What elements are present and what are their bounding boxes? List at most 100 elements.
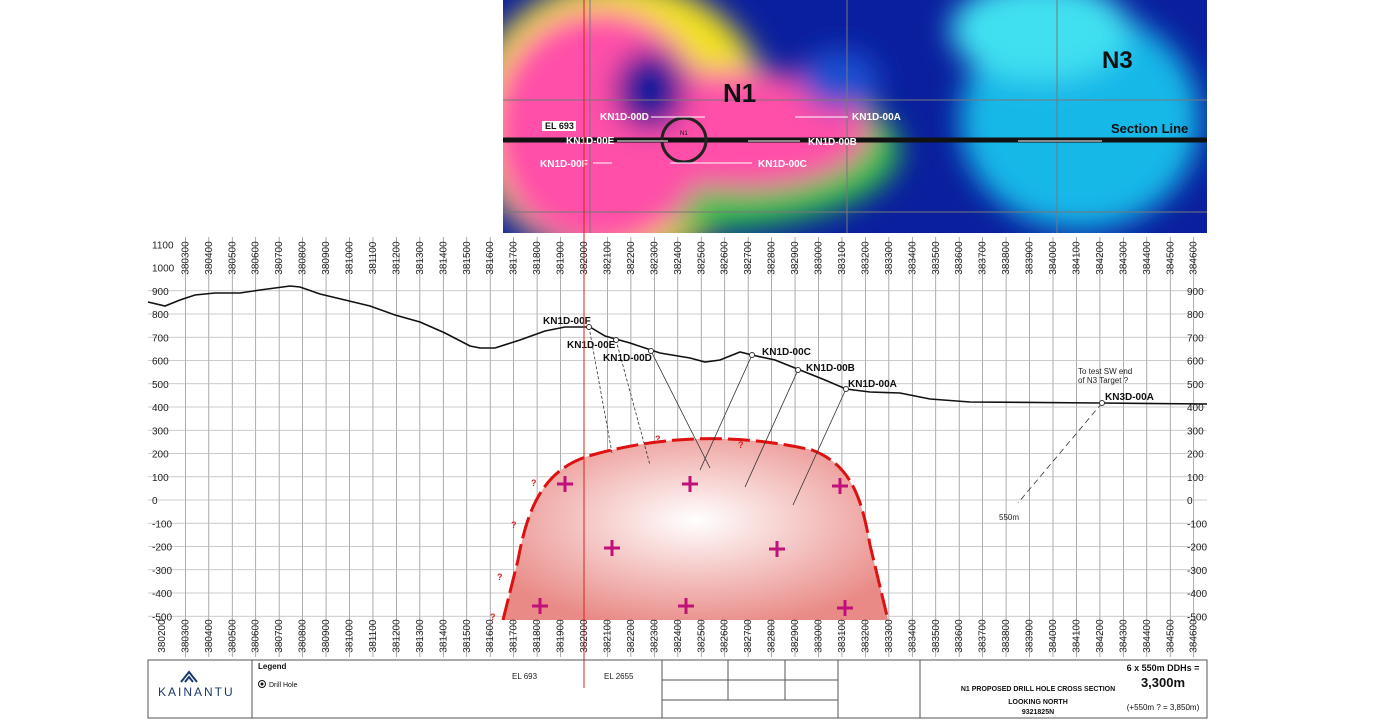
map-label: N1 xyxy=(680,131,688,137)
annotation: of N3 Target ? xyxy=(1078,376,1129,385)
easting-label: 383800 xyxy=(1001,619,1012,653)
tenement: EL 2655 xyxy=(604,672,634,681)
easting-label: 383900 xyxy=(1025,241,1036,275)
easting-label: 384000 xyxy=(1048,619,1059,653)
easting-label: 383000 xyxy=(814,619,825,653)
easting-label: 384500 xyxy=(1165,619,1176,653)
easting-label: 383500 xyxy=(931,619,942,653)
easting-label: 384100 xyxy=(1071,241,1082,275)
topography xyxy=(147,285,1208,405)
easting-label: 384300 xyxy=(1118,241,1129,275)
query: ? xyxy=(738,440,744,450)
easting-label: 380900 xyxy=(321,619,332,653)
elevation-label: 200 xyxy=(1187,450,1204,461)
easting-label: 382300 xyxy=(649,241,660,275)
annotation: To test SW end xyxy=(1078,367,1132,376)
elevation-label: 800 xyxy=(152,310,169,321)
easting-label: 380300 xyxy=(180,241,191,275)
elevation-label: 700 xyxy=(1187,333,1204,344)
target-markers xyxy=(532,476,853,616)
section-title: N1 PROPOSED DRILL HOLE CROSS SECTION xyxy=(961,686,1115,693)
easting-label: 381500 xyxy=(462,619,473,653)
easting-label: 382300 xyxy=(649,619,660,653)
easting-label: 381400 xyxy=(438,241,449,275)
map-hole: KN1D-00F xyxy=(540,159,588,170)
easting-label: 380400 xyxy=(204,241,215,275)
easting-label: 382800 xyxy=(767,241,778,275)
direction: LOOKING NORTH xyxy=(1008,699,1068,706)
easting-label: 383400 xyxy=(907,619,918,653)
query: ? xyxy=(497,572,503,582)
total: 3,300m xyxy=(1141,675,1185,690)
map-hole: KN1D-00C xyxy=(758,159,807,170)
elevation-label: 900 xyxy=(152,287,169,298)
elevation-label: 800 xyxy=(1187,310,1204,321)
easting-label: 382200 xyxy=(626,241,637,275)
easting-label: 382500 xyxy=(696,619,707,653)
easting-label: 383800 xyxy=(1001,241,1012,275)
easting-label: 382000 xyxy=(579,241,590,275)
easting-label: 382800 xyxy=(767,619,778,653)
map: N1 N3 EL 693 N1 Section Line KN1D-00D KN… xyxy=(503,0,1207,233)
elevation-label: 1000 xyxy=(152,264,175,275)
map-hole: KN1D-00D xyxy=(600,112,649,123)
easting-label: 382400 xyxy=(673,619,684,653)
easting-label: 383400 xyxy=(907,241,918,275)
easting-label: 381100 xyxy=(368,619,379,652)
easting-label: 383000 xyxy=(814,241,825,275)
easting-label: 383600 xyxy=(954,619,965,653)
drill-traces xyxy=(588,326,1103,506)
easting-label: 382500 xyxy=(696,241,707,275)
hole-label: KN1D-00F xyxy=(543,316,591,327)
easting-label: 384300 xyxy=(1118,619,1129,653)
easting-label: 381600 xyxy=(485,241,496,275)
elevation-label: -400 xyxy=(152,589,172,600)
easting-label: 384500 xyxy=(1165,241,1176,275)
elevation-label: 400 xyxy=(152,403,169,414)
tenement: EL 693 xyxy=(512,672,538,681)
map-label: Section Line xyxy=(1111,121,1188,136)
easting-label: 383700 xyxy=(978,619,989,653)
easting-label: 382600 xyxy=(720,619,731,653)
elevation-label: -500 xyxy=(152,612,172,623)
easting-label: 381800 xyxy=(532,241,543,275)
title-block xyxy=(147,659,1208,719)
easting-label: 381700 xyxy=(509,619,520,653)
easting-label: 383200 xyxy=(860,619,871,653)
elevation-label: 100 xyxy=(152,473,169,484)
easting-label: 384400 xyxy=(1142,241,1153,275)
elevation-label: 700 xyxy=(152,333,169,344)
easting-label: 382100 xyxy=(602,241,613,275)
map-label: N3 xyxy=(1102,47,1133,74)
easting-label: 383300 xyxy=(884,241,895,275)
map-label: EL 693 xyxy=(545,121,574,131)
northing: 9321825N xyxy=(1022,709,1054,716)
elevation-label: 300 xyxy=(1187,426,1204,437)
easting-label: 383200 xyxy=(860,241,871,275)
easting-label: 382600 xyxy=(720,241,731,275)
easting-label: 381000 xyxy=(345,619,356,653)
easting-label: 384600 xyxy=(1189,241,1200,275)
easting-label: 381900 xyxy=(556,241,567,275)
map-hole: KN1D-00B xyxy=(808,137,857,148)
company: KAINANTU xyxy=(158,685,235,699)
easting-label: 380800 xyxy=(298,241,309,275)
easting-label: 380500 xyxy=(227,619,238,653)
map-hole: KN1D-00E xyxy=(566,136,615,147)
easting-label: 381200 xyxy=(391,241,402,275)
elevation-label: 0 xyxy=(152,496,158,507)
hole-label: KN1D-00B xyxy=(806,363,855,374)
easting-label: 382000 xyxy=(579,619,590,653)
elevation-label: 500 xyxy=(1187,380,1204,391)
easting-label: 384000 xyxy=(1048,241,1059,275)
easting-label: 380400 xyxy=(204,619,215,653)
easting-label: 381600 xyxy=(485,619,496,653)
easting-label: 383300 xyxy=(884,619,895,653)
easting-label: 380600 xyxy=(251,619,262,653)
easting-label: 384100 xyxy=(1071,619,1082,653)
easting-label: 381500 xyxy=(462,241,473,275)
map-hole: KN1D-00A xyxy=(852,112,901,123)
easting-label: 381300 xyxy=(415,619,426,653)
hole-label: KN1D-00E xyxy=(567,340,616,351)
easting-label: 381000 xyxy=(345,241,356,275)
